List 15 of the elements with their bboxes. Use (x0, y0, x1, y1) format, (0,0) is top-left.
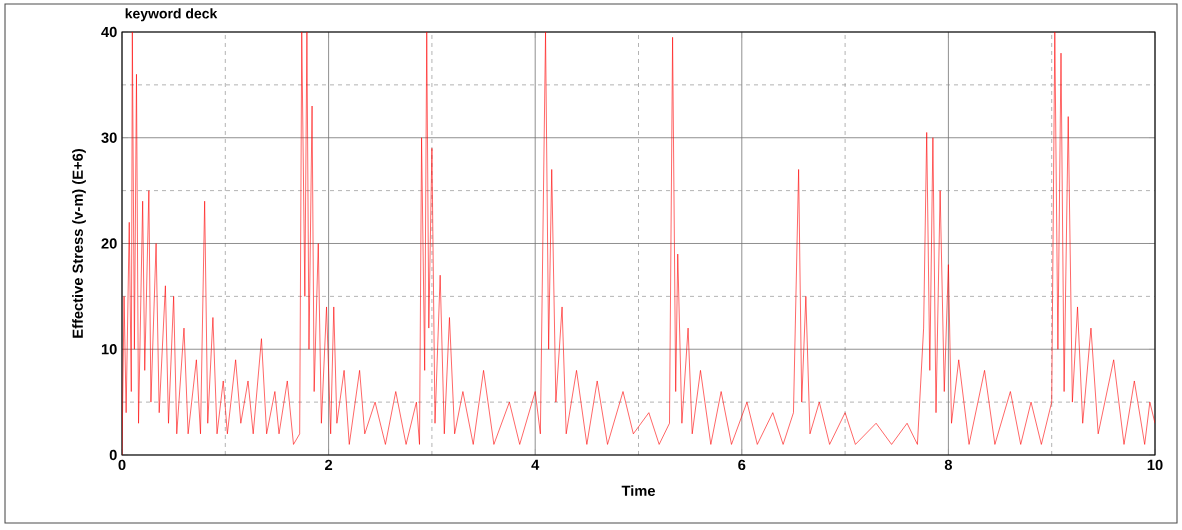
y-tick-label: 30 (101, 132, 117, 143)
y-axis-title: Effective Stress (v-m) (E+6) (72, 149, 86, 338)
x-axis-title: Time (621, 485, 655, 497)
y-tick-label: 10 (101, 344, 117, 355)
chart-title: keyword deck (125, 8, 218, 22)
x-tick-label: 6 (738, 459, 746, 471)
y-tick-label: 20 (101, 238, 117, 249)
x-tick-label: 10 (1147, 459, 1163, 471)
x-tick-label: 2 (325, 459, 333, 470)
x-tick-label: 8 (944, 459, 953, 471)
y-tick-label: 40 (101, 26, 117, 38)
x-tick-label: 0 (118, 459, 126, 471)
y-tick-label: 0 (109, 449, 117, 461)
x-tick-label: 4 (531, 459, 540, 470)
line-series (122, 31, 1155, 455)
